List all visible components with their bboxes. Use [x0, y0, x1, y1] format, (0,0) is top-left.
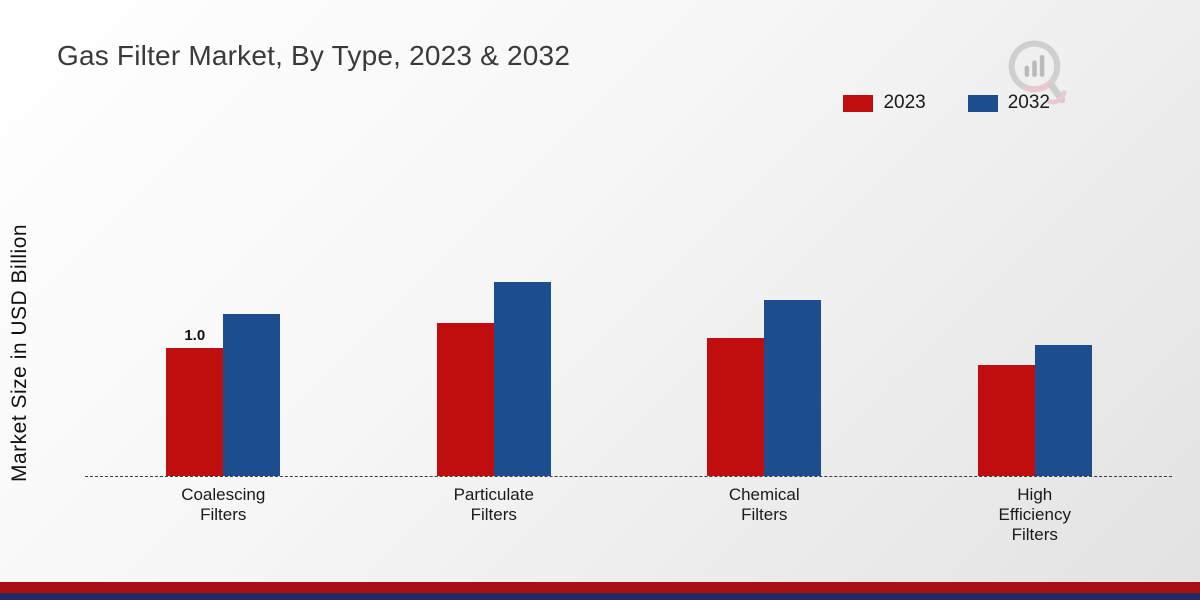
legend-item-2032: 2032 — [967, 92, 1050, 114]
bar-group: Particulate Filters — [436, 282, 551, 524]
bar-2032 — [1034, 345, 1092, 476]
chart-title: Gas Filter Market, By Type, 2023 & 2032 — [57, 40, 571, 71]
footer-navy-bar — [0, 593, 1200, 600]
legend-label-2032: 2032 — [1007, 92, 1050, 113]
bar-group: High Efficiency Filters — [977, 345, 1092, 544]
market-research-future-logo — [998, 34, 1074, 114]
bar-2023 — [707, 338, 765, 476]
legend-item-2023: 2023 — [843, 92, 926, 114]
bar-2023 — [977, 365, 1035, 476]
legend-swatch-2023 — [843, 94, 874, 112]
legend-label-2023: 2023 — [883, 92, 926, 113]
bar-pair — [977, 345, 1092, 476]
category-label: Chemical Filters — [728, 485, 800, 525]
legend-swatch-2032 — [967, 94, 998, 112]
bar-2032 — [493, 282, 551, 476]
bar-pair — [707, 300, 822, 476]
footer-red-bar — [0, 582, 1200, 593]
bar-2023: 1.0 — [166, 327, 224, 476]
bar-pair — [436, 282, 551, 476]
category-label: Particulate Filters — [453, 485, 534, 525]
bar-2032 — [223, 314, 281, 476]
plot-area: 1.0 Coalescing Filters Particulate Filters… — [88, 170, 1170, 544]
legend: 2023 2032 — [843, 92, 1050, 114]
x-axis-baseline — [85, 476, 1172, 477]
y-axis-title: Market Size in USD Billion — [8, 223, 31, 482]
bar-pair: 1.0 — [166, 314, 281, 476]
bar-2032 — [764, 300, 822, 476]
category-label: Coalescing Filters — [181, 485, 266, 525]
bar-group: 1.0 Coalescing Filters — [166, 314, 281, 524]
bar-value-label: 1.0 — [184, 327, 206, 344]
bar-2023 — [436, 323, 494, 476]
category-label: High Efficiency Filters — [998, 485, 1071, 545]
bar-group: Chemical Filters — [707, 300, 822, 524]
